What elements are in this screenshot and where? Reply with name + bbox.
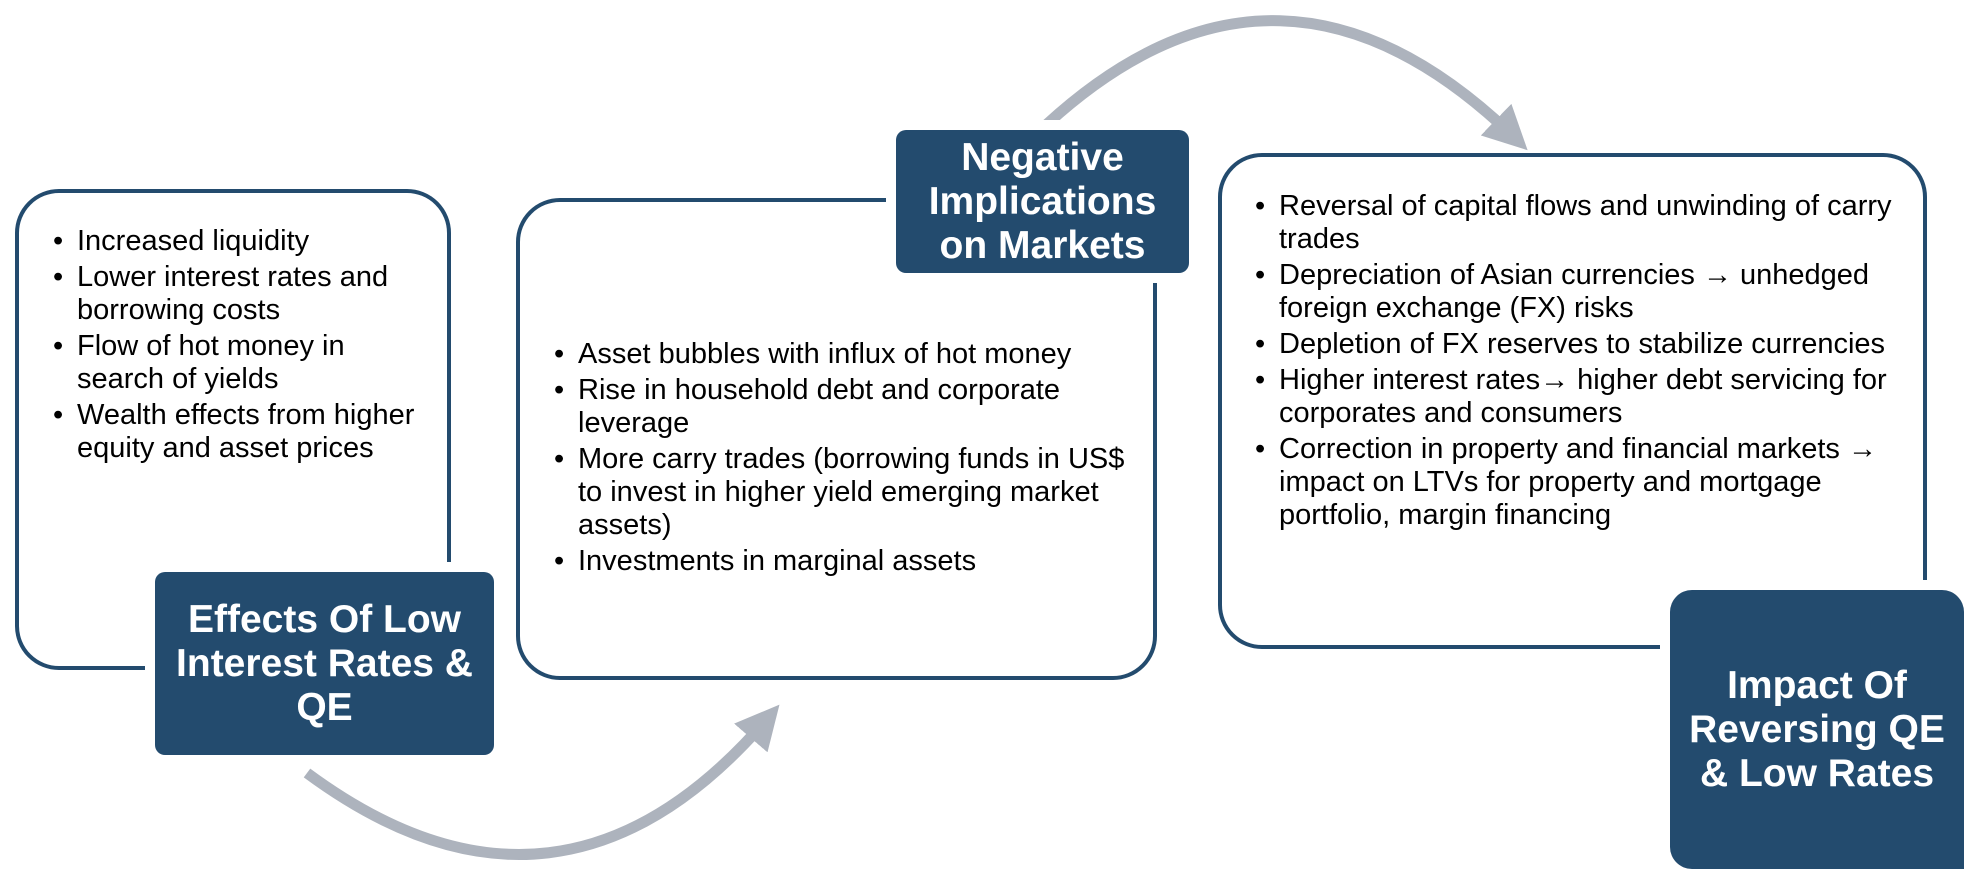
bullet: Lower interest rates and borrowing costs xyxy=(53,261,433,327)
bullet: Depletion of FX reserves to stabilize cu… xyxy=(1255,328,1895,361)
bullet: Increased liquidity xyxy=(53,225,433,258)
bullet: Reversal of capital flows and unwinding … xyxy=(1255,190,1895,256)
bullet-list: Increased liquidityLower interest rates … xyxy=(53,225,433,468)
bullet: Flow of hot money in search of yields xyxy=(53,330,433,396)
bullet: Investments in marginal assets xyxy=(554,545,1134,578)
panel-title: Negative Implications on Markets xyxy=(896,130,1189,273)
bullet: Rise in household debt and corporate lev… xyxy=(554,374,1134,440)
panel-title: Impact Of Reversing QE & Low Rates xyxy=(1670,590,1964,869)
bullet: More carry trades (borrowing funds in US… xyxy=(554,443,1134,542)
bullet: Correction in property and financial mar… xyxy=(1255,433,1895,532)
panel-title: Effects Of Low Interest Rates & QE xyxy=(155,572,494,755)
bullet: Wealth effects from higher equity and as… xyxy=(53,399,433,465)
top-arrow xyxy=(1042,15,1528,151)
bullet: Higher interest rates→ higher debt servi… xyxy=(1255,364,1895,430)
bullet-list: Reversal of capital flows and unwinding … xyxy=(1255,190,1895,535)
bullet-list: Asset bubbles with influx of hot moneyRi… xyxy=(554,338,1134,581)
bullet: Asset bubbles with influx of hot money xyxy=(554,338,1134,371)
bullet: Depreciation of Asian currencies → unhed… xyxy=(1255,259,1895,325)
bottom-arrow xyxy=(303,704,780,861)
